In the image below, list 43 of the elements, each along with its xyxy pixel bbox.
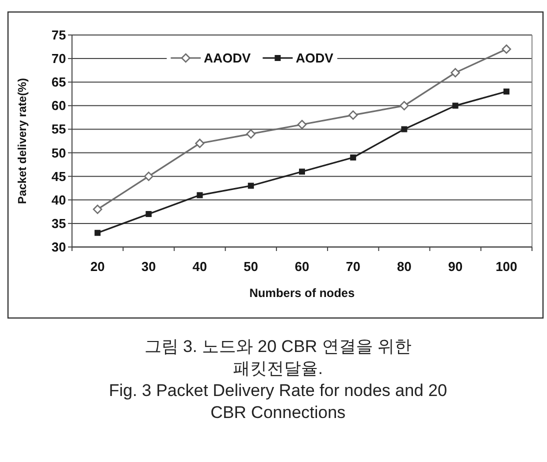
x-axis-title: Numbers of nodes <box>249 286 355 300</box>
x-tick-label: 30 <box>141 259 156 274</box>
point <box>299 168 305 175</box>
point <box>248 182 254 189</box>
point <box>452 102 458 109</box>
legend-label: AODV <box>296 50 334 66</box>
caption: Fig. 3 Packet Delivery Rate for nodes and 20 CBR Connections <box>108 381 448 422</box>
point <box>348 110 358 120</box>
y-tick-label: 50 <box>52 145 66 160</box>
point <box>246 129 256 139</box>
x-tick-label: 80 <box>396 259 412 274</box>
x-tick-label: 70 <box>346 259 360 274</box>
point <box>144 172 154 181</box>
x-tick-label: 20 <box>90 259 105 274</box>
y-tick-label: 65 <box>52 74 66 90</box>
y-tick-label: 75 <box>52 28 66 42</box>
y-tick-label: 70 <box>52 51 66 66</box>
point <box>94 230 101 236</box>
point <box>350 154 356 160</box>
point <box>503 88 510 95</box>
y-tick-label: 45 <box>52 168 66 184</box>
point <box>196 192 203 198</box>
x-tick-label: 90 <box>448 259 463 274</box>
point <box>450 68 460 78</box>
y-tick-label: 40 <box>52 192 66 208</box>
legend-label: AAODV <box>204 50 252 66</box>
point <box>401 126 408 132</box>
y-tick-label: 30 <box>52 240 66 254</box>
point <box>297 120 307 130</box>
x-tick-label: 40 <box>192 259 208 274</box>
caption: 그림 3. 노드와 20 CBR 연결을 위한 패킷전달율. <box>144 337 412 378</box>
point <box>146 211 152 218</box>
x-tick-label: 60 <box>294 259 310 274</box>
point <box>502 44 512 54</box>
point <box>195 138 204 148</box>
y-axis-title: Packet delivery rate(%) <box>17 78 29 204</box>
x-tick-label: 50 <box>244 259 258 274</box>
point <box>400 101 409 110</box>
y-tick-label: 35 <box>52 216 66 231</box>
point <box>92 204 102 214</box>
y-tick-label: 55 <box>52 122 66 137</box>
y-tick-label: 60 <box>52 98 66 114</box>
x-tick-label: 100 <box>496 259 518 274</box>
